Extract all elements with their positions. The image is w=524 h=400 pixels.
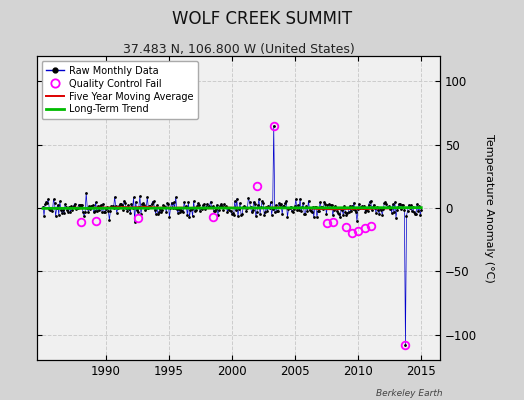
Legend: Raw Monthly Data, Quality Control Fail, Five Year Moving Average, Long-Term Tren: Raw Monthly Data, Quality Control Fail, … [41,61,198,119]
Y-axis label: Temperature Anomaly (°C): Temperature Anomaly (°C) [484,134,494,282]
Text: Berkeley Earth: Berkeley Earth [376,389,443,398]
Title: 37.483 N, 106.800 W (United States): 37.483 N, 106.800 W (United States) [123,43,354,56]
Text: WOLF CREEK SUMMIT: WOLF CREEK SUMMIT [172,10,352,28]
